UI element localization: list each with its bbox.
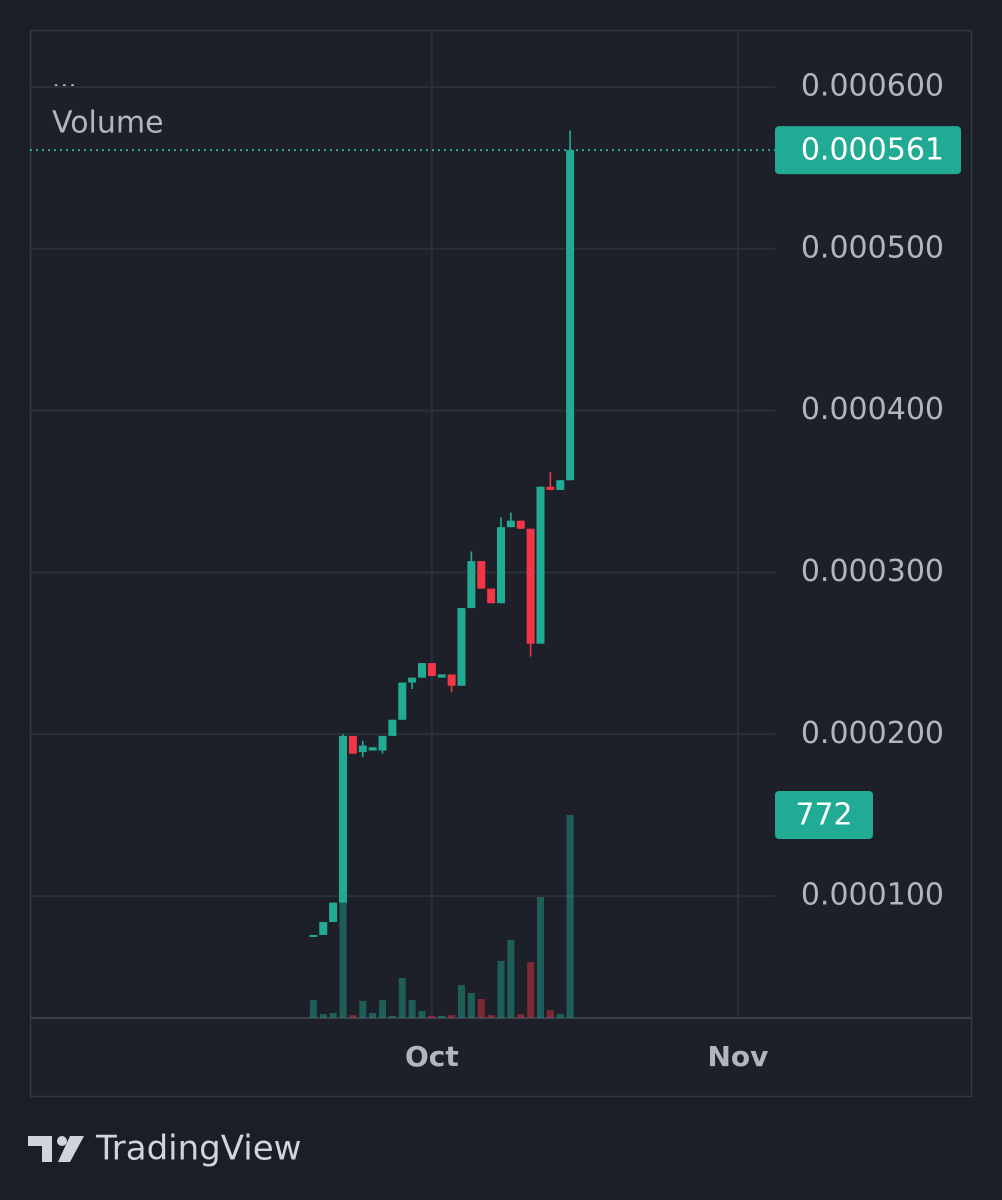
candle-body — [477, 561, 486, 589]
volume-bar — [556, 1014, 564, 1018]
volume-label: 772 — [795, 797, 852, 832]
volume-bar — [388, 1015, 396, 1018]
volume-bar — [487, 1015, 495, 1018]
volume-bar — [477, 999, 485, 1018]
y-tick-label: 0.000100 — [801, 878, 944, 913]
volume-bar — [309, 1000, 317, 1018]
legend-volume: Volume — [52, 106, 164, 141]
volume-bar — [379, 1000, 387, 1018]
volume-bar — [319, 1014, 327, 1018]
x-tick-label: Nov — [708, 1040, 769, 1073]
candle-body — [536, 486, 545, 644]
candle-body — [506, 520, 515, 528]
volume-badge — [775, 790, 873, 839]
candle-body — [388, 719, 397, 736]
volume-bar — [349, 1015, 357, 1018]
volume-bar — [339, 902, 347, 1018]
candle-body — [368, 747, 377, 751]
volume-bar — [398, 978, 406, 1018]
volume-bar — [369, 1013, 377, 1018]
candle-body — [427, 663, 436, 677]
volume-bar — [536, 897, 544, 1018]
candle-body — [457, 608, 466, 686]
brand-name: TradingView — [95, 1129, 301, 1169]
candle-body — [467, 561, 476, 609]
candle-body — [556, 480, 565, 490]
candle-body — [348, 735, 357, 754]
volume-bar — [457, 985, 465, 1018]
volume-bar — [408, 1000, 416, 1018]
candle-body — [398, 682, 407, 720]
candle-body — [408, 677, 417, 683]
candle-body — [487, 588, 496, 604]
volume-bar — [546, 1010, 554, 1018]
y-tick-label: 0.000600 — [801, 68, 944, 103]
candle-body — [339, 735, 348, 903]
y-tick-label: 0.000300 — [801, 554, 944, 589]
y-tick-label: 0.000400 — [801, 392, 944, 427]
volume-bar — [527, 961, 535, 1018]
candle-body — [526, 528, 535, 644]
volume-bar — [497, 960, 505, 1018]
volume-bar — [467, 993, 475, 1018]
volume-bar — [329, 1013, 337, 1018]
volume-bar — [428, 1015, 436, 1018]
y-tick-label: 0.000500 — [801, 230, 944, 265]
volume-bar — [566, 814, 574, 1018]
candle-body — [516, 520, 525, 529]
candle-body — [496, 527, 505, 604]
volume-bar — [418, 1010, 426, 1018]
x-tick-label: Oct — [405, 1040, 459, 1073]
volume-bar — [438, 1015, 446, 1018]
candle-body — [319, 922, 328, 935]
last-price-label: 0.000561 — [801, 133, 944, 168]
legend-menu[interactable]: ... — [52, 65, 77, 95]
volume-bar — [359, 1000, 367, 1018]
candle-body — [329, 902, 338, 923]
last-price-badge — [775, 126, 961, 175]
candle-body — [358, 745, 367, 753]
candle-body — [418, 663, 427, 678]
candle-body — [566, 150, 575, 481]
y-tick-label: 0.000200 — [801, 716, 944, 751]
candle-body — [378, 735, 387, 751]
volume-bar — [517, 1014, 525, 1018]
volume-bar — [448, 1015, 456, 1018]
candle-body — [309, 934, 318, 937]
candle-body — [546, 486, 555, 490]
candle-body — [447, 674, 456, 686]
candle-body — [437, 674, 446, 678]
volume-bar — [507, 939, 515, 1018]
brand-logo: TradingView — [28, 1129, 301, 1169]
